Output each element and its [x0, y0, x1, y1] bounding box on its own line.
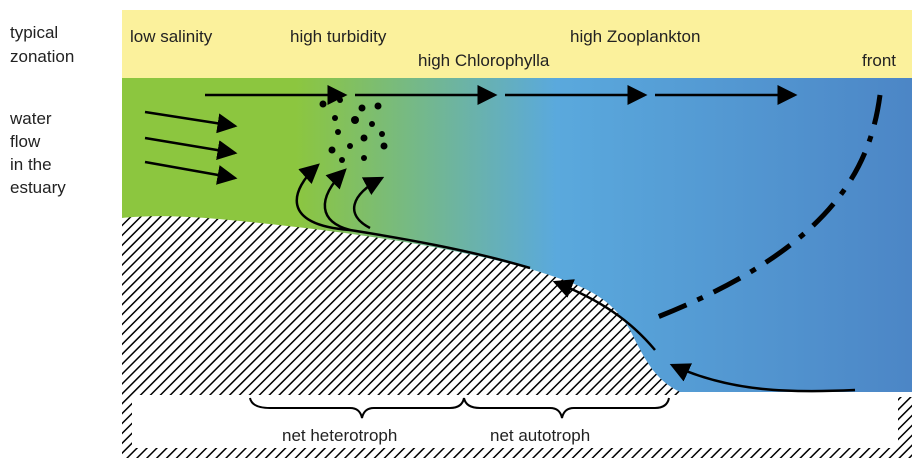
bottom-label: net heterotroph — [282, 426, 397, 445]
label: flow — [10, 132, 41, 151]
zone-label: low salinity — [130, 27, 213, 46]
label: zonation — [10, 47, 74, 66]
brace — [463, 397, 670, 419]
particles — [319, 97, 388, 163]
label: water — [9, 109, 52, 128]
bottom-label: net autotroph — [490, 426, 590, 445]
label: typical — [10, 23, 58, 42]
label: in the — [10, 155, 52, 174]
zone-label: front — [862, 51, 896, 70]
brace — [249, 397, 465, 419]
channel-gap — [680, 392, 912, 397]
water — [122, 78, 912, 392]
zone-label: high Zooplankton — [570, 27, 700, 46]
zonation-band — [122, 10, 912, 78]
label: estuary — [10, 178, 66, 197]
zone-label: high Chlorophylla — [418, 51, 550, 70]
channel-floor — [132, 395, 898, 448]
flow-arrows — [144, 85, 883, 393]
zone-label: high turbidity — [290, 27, 387, 46]
